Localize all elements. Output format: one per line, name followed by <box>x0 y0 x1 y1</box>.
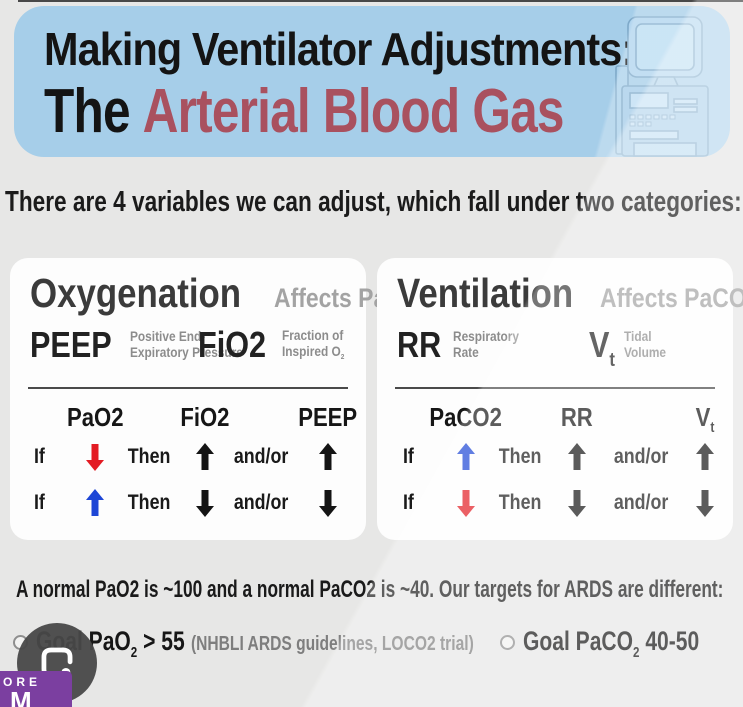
card-header: Oxygenation Affects PaO2 <box>30 270 436 318</box>
card-title: Oxygenation <box>30 270 242 316</box>
column-header: RR <box>560 401 593 432</box>
card-divider <box>28 387 348 389</box>
if-label: If <box>402 445 414 468</box>
column-header: Vt <box>695 401 715 436</box>
ventilation-table: PaCO2 RR Vt If Then and/or If Then and/o… <box>377 400 733 526</box>
card-affects-label: Affects PaCO2 <box>600 283 743 313</box>
term-abbr: FiO2 <box>198 324 267 365</box>
goal-text: Goal PaCO2 40-50 <box>523 626 700 661</box>
term-description: Positive End- Expiratory Pressure <box>130 329 243 360</box>
goal-citation: (NHBLI ARDS guidelines, LOCO2 trial) <box>190 633 474 655</box>
down-arrow-icon <box>68 434 122 480</box>
up-arrow-icon <box>289 434 366 480</box>
top-border-line <box>18 0 743 2</box>
intro-text: There are 4 variables we can adjust, whi… <box>5 186 742 218</box>
term-description: Tidal Volume <box>623 329 666 360</box>
header-banner: Making Ventilator Adjustments: The Arteri… <box>14 6 730 157</box>
up-arrow-icon <box>677 434 733 480</box>
down-arrow-icon <box>548 480 605 526</box>
then-label: Then <box>128 491 171 514</box>
then-label: Then <box>498 445 542 468</box>
if-label: If <box>33 491 45 514</box>
up-arrow-icon <box>177 434 233 480</box>
page-title-line2: The Arterial Blood Gas <box>44 76 564 147</box>
term-fio2: FiO2 Fraction of Inspired O2 <box>198 324 353 366</box>
down-arrow-icon <box>677 480 733 526</box>
term-abbr: Vt <box>589 324 616 371</box>
andor-label: and/or <box>613 491 669 514</box>
oxygenation-table: PaO2 FiO2 PEEP If Then and/or If Then an… <box>10 400 366 526</box>
if-label: If <box>33 445 45 468</box>
then-label: Then <box>128 445 171 468</box>
badge-text-top: ORE <box>3 675 42 689</box>
term-description: Fraction of Inspired O2 <box>282 328 345 362</box>
term-peep: PEEP Positive End- Expiratory Pressure <box>30 324 258 366</box>
if-label: If <box>402 491 414 514</box>
page-title-line1: Making Ventilator Adjustments: <box>44 23 635 75</box>
goal-pao2: Goal PaO2 > 55(NHBLI ARDS guidelines, LO… <box>13 626 597 661</box>
down-arrow-icon <box>289 480 366 526</box>
column-header: PEEP <box>298 401 357 432</box>
oxygenation-card: Oxygenation Affects PaO2 PEEP Positive E… <box>10 258 411 540</box>
ventilation-card: Ventilation Affects PaCO2 RR Respiratory… <box>377 258 743 540</box>
goal-text: Goal PaO2 > 55(NHBLI ARDS guidelines, LO… <box>36 626 474 661</box>
badge-text-bottom: M <box>10 686 32 707</box>
term-abbr: RR <box>397 324 442 365</box>
card-terms: RR Respiratory Rate Vt Tidal Volume <box>377 320 733 378</box>
card-header: Ventilation Affects PaCO2 <box>397 270 743 317</box>
andor-label: and/or <box>613 445 669 468</box>
title-prefix: The <box>44 77 131 146</box>
term-rr: RR Respiratory Rate <box>397 324 528 366</box>
up-arrow-icon <box>439 434 492 480</box>
column-header: PaCO2 <box>429 401 502 432</box>
goal-paco2: Goal PaCO2 40-50 <box>500 626 743 661</box>
more-badge[interactable]: ORE M <box>0 671 72 707</box>
andor-label: and/or <box>233 491 289 514</box>
term-description: Respiratory Rate <box>453 329 520 360</box>
up-arrow-icon <box>68 480 122 526</box>
then-label: Then <box>498 491 542 514</box>
column-header: PaO2 <box>66 401 124 432</box>
bullet-icon <box>500 635 515 650</box>
card-terms: PEEP Positive End- Expiratory Pressure Fi… <box>10 320 366 378</box>
term-abbr: PEEP <box>30 324 112 365</box>
ventilator-icon <box>615 16 709 157</box>
normal-values-note: A normal PaO2 is ~100 and a normal PaCO2… <box>16 576 724 603</box>
column-header: FiO2 <box>180 401 230 432</box>
up-arrow-icon <box>548 434 605 480</box>
term-vt: Vt Tidal Volume <box>589 324 671 371</box>
down-arrow-icon <box>177 480 233 526</box>
andor-label: and/or <box>233 445 289 468</box>
card-title: Ventilation <box>397 270 574 316</box>
down-arrow-icon <box>439 480 492 526</box>
title-highlight: Arterial Blood Gas <box>142 77 565 146</box>
card-divider <box>395 387 715 389</box>
